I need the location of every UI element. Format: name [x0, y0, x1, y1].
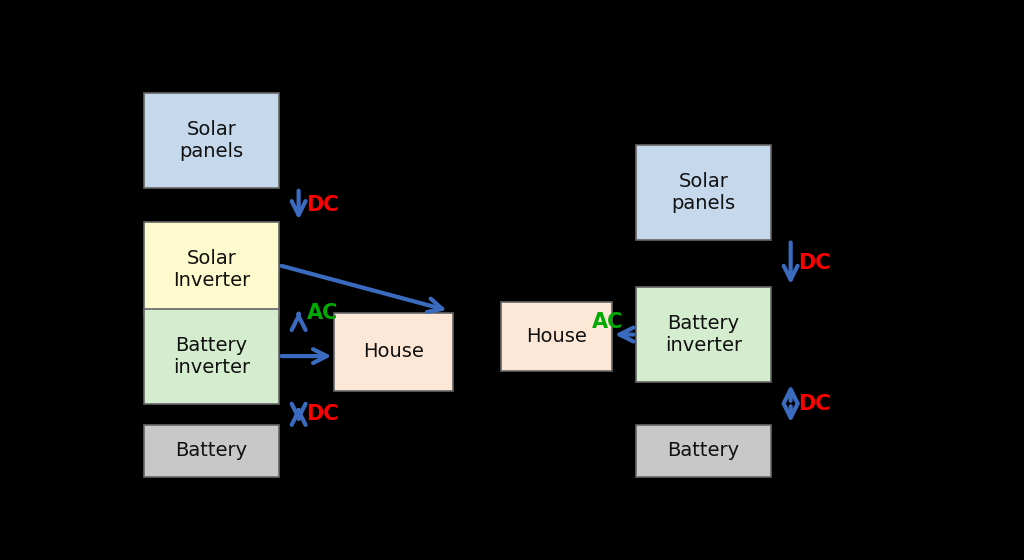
Text: AC: AC — [592, 311, 624, 332]
Text: Solar
Inverter: Solar Inverter — [173, 249, 250, 291]
FancyBboxPatch shape — [143, 309, 279, 404]
FancyBboxPatch shape — [501, 302, 612, 371]
Text: DC: DC — [799, 394, 831, 413]
FancyBboxPatch shape — [143, 425, 279, 477]
Text: Solar
panels: Solar panels — [179, 120, 244, 161]
FancyBboxPatch shape — [143, 222, 279, 318]
Text: DC: DC — [799, 253, 831, 273]
Text: Battery
inverter: Battery inverter — [173, 335, 250, 377]
Text: AC: AC — [306, 303, 338, 323]
FancyBboxPatch shape — [636, 425, 771, 477]
Text: Battery: Battery — [668, 441, 739, 460]
FancyBboxPatch shape — [636, 287, 771, 382]
Text: House: House — [526, 327, 587, 346]
FancyBboxPatch shape — [636, 145, 771, 240]
FancyBboxPatch shape — [334, 313, 454, 391]
Text: Solar
panels: Solar panels — [672, 172, 735, 213]
FancyBboxPatch shape — [143, 93, 279, 188]
Text: DC: DC — [306, 195, 339, 215]
Text: House: House — [364, 342, 424, 361]
Text: Battery
inverter: Battery inverter — [665, 314, 742, 355]
Text: Battery: Battery — [175, 441, 248, 460]
Text: DC: DC — [306, 404, 339, 424]
